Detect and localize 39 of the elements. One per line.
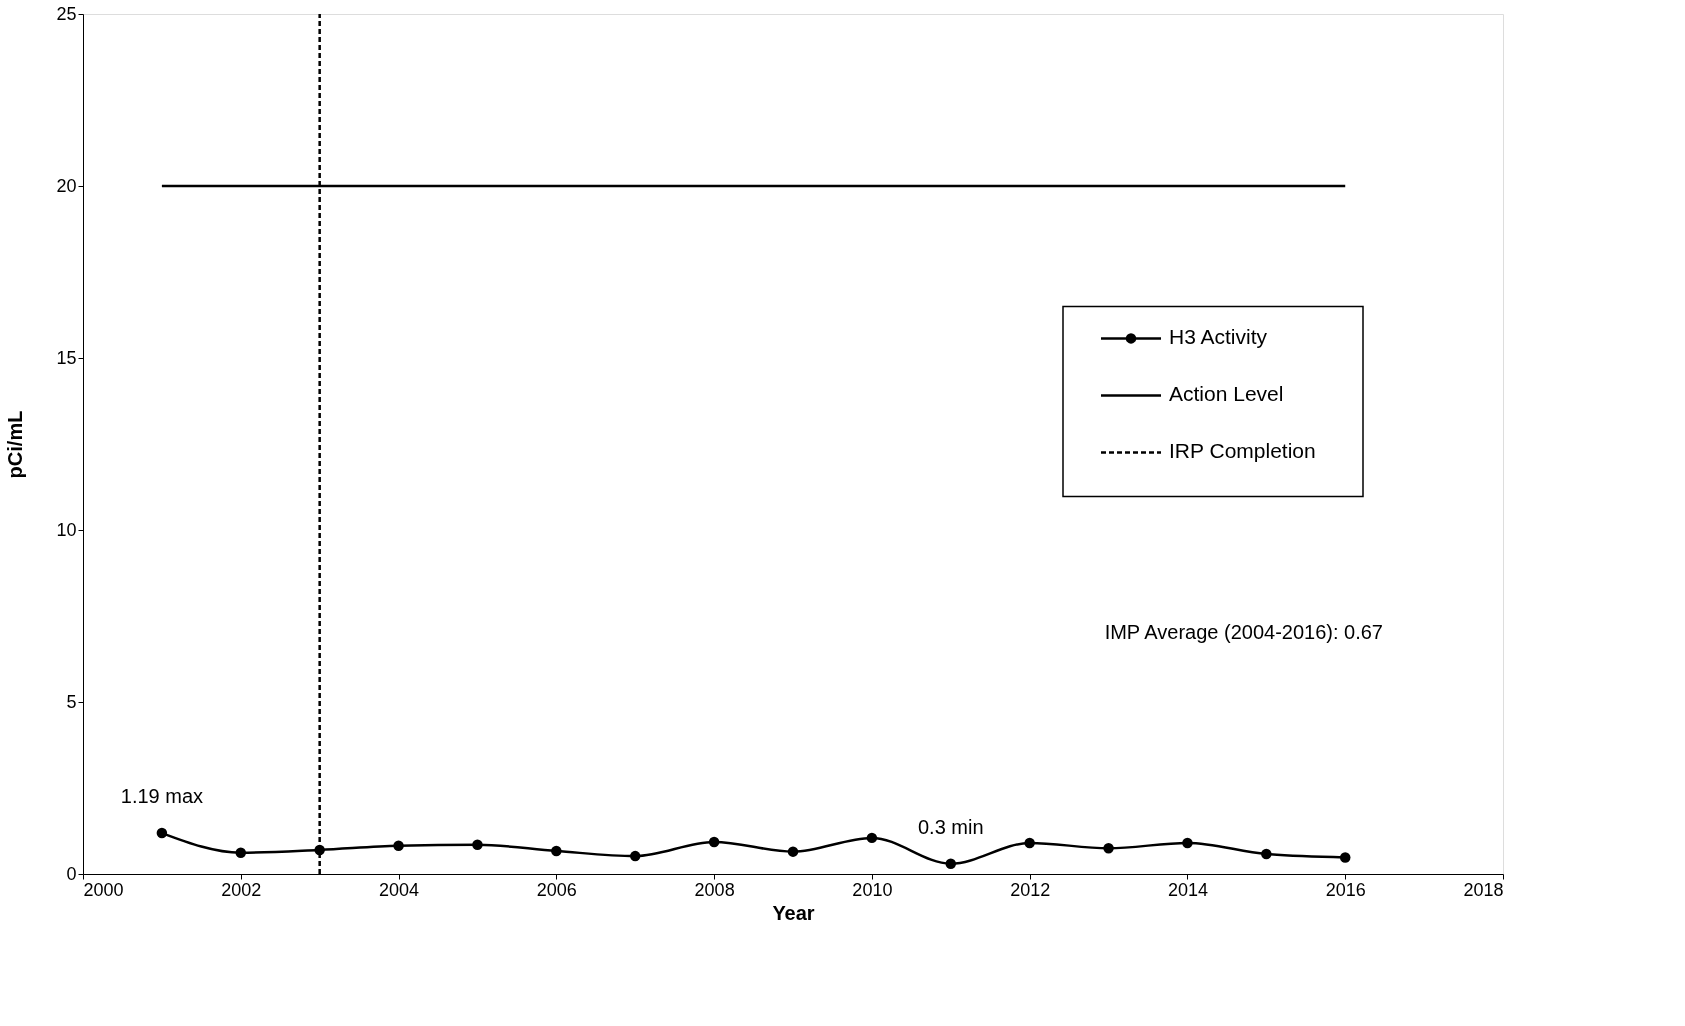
annotation: 1.19 max [120,785,204,808]
annotation: 0.3 min [917,815,984,838]
point [866,832,878,844]
point [945,858,957,869]
x-tick-label: 2018 [1463,879,1504,900]
point [472,839,483,850]
x-tick-label: 2014 [1167,879,1208,900]
x-tick-label: 2006 [536,879,577,900]
legend-label: IRP Completion [1169,439,1316,463]
legend-label: Action Level [1169,382,1284,406]
point [708,836,720,848]
x-axis-title: Year [772,901,815,924]
x-tick-label: 2012 [1010,879,1051,900]
point [1182,837,1193,849]
annotation: IMP Average (2004-2016): 0.67 [1104,621,1383,644]
point [156,827,168,839]
point [393,840,404,852]
point [1261,848,1272,860]
x-tick-label: 2000 [83,879,124,900]
x-tick-label: 2002 [221,879,262,900]
x-tick-label: 2004 [379,879,420,900]
point [1339,852,1351,863]
legend-label: H3 Activity [1169,325,1268,349]
point [235,847,247,858]
point [629,850,641,862]
y-tick-label: 20 [56,175,77,196]
y-tick-label: 0 [66,863,77,884]
point [551,845,562,857]
y-tick-label: 15 [56,347,77,368]
y-axis-title: pCi/mL [4,410,27,479]
x-tick-label: 2010 [852,879,893,900]
point [1024,837,1035,849]
x-tick-label: 2016 [1325,879,1366,900]
y-tick-label: 25 [56,3,77,24]
x-tick-label: 2008 [694,879,735,900]
point [787,846,799,857]
point [1103,842,1114,854]
y-tick-label: 10 [56,519,77,540]
y-tick-label: 5 [66,691,77,712]
